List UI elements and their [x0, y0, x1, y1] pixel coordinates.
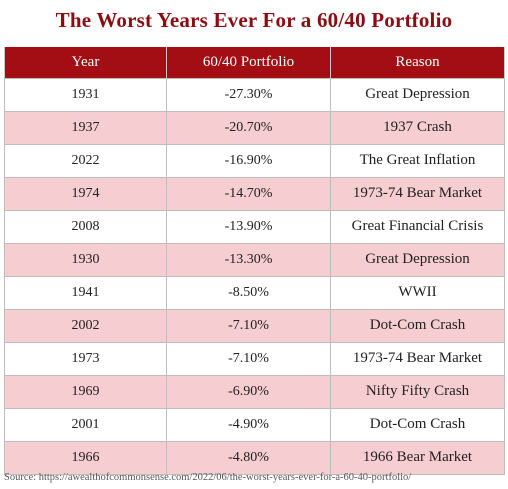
reason-cell: Dot-Com Crash	[330, 308, 505, 343]
reason-cell: WWII	[330, 275, 505, 310]
reason-cell: Nifty Fifty Crash	[330, 374, 505, 409]
return-cell: -16.90%	[166, 143, 331, 178]
reason-cell: 1966 Bear Market	[330, 440, 505, 475]
table-row: 1931 -27.30% Great Depression	[4, 77, 505, 112]
return-cell: -27.30%	[166, 77, 331, 112]
return-cell: -13.30%	[166, 242, 331, 277]
return-cell: -6.90%	[166, 374, 331, 409]
year-cell: 1931	[4, 77, 167, 112]
table-row: 1974 -14.70% 1973-74 Bear Market	[4, 176, 505, 211]
source-citation: Source: https://awealthofcommonsense.com…	[4, 472, 412, 483]
return-cell: -4.90%	[166, 407, 331, 442]
year-cell: 2022	[4, 143, 167, 178]
table-header-row: Year 60/40 Portfolio Reason	[4, 47, 505, 78]
reason-cell: Great Financial Crisis	[330, 209, 505, 244]
reason-cell: 1937 Crash	[330, 110, 505, 145]
return-cell: -7.10%	[166, 308, 331, 343]
year-cell: 1966	[4, 440, 167, 475]
header-year: Year	[4, 47, 167, 78]
return-cell: -14.70%	[166, 176, 331, 211]
page-title: The Worst Years Ever For a 60/40 Portfol…	[55, 8, 453, 32]
worst-years-table: Year 60/40 Portfolio Reason 1931 -27.30%…	[4, 47, 505, 475]
reason-cell: 1973-74 Bear Market	[330, 176, 505, 211]
return-cell: -20.70%	[166, 110, 331, 145]
reason-cell: 1973-74 Bear Market	[330, 341, 505, 376]
year-cell: 1974	[4, 176, 167, 211]
table-row: 1969 -6.90% Nifty Fifty Crash	[4, 374, 505, 409]
return-cell: -4.80%	[166, 440, 331, 475]
table-row: 2002 -7.10% Dot-Com Crash	[4, 308, 505, 343]
year-cell: 2008	[4, 209, 167, 244]
return-cell: -8.50%	[166, 275, 331, 310]
year-cell: 1930	[4, 242, 167, 277]
table-row: 1966 -4.80% 1966 Bear Market	[4, 440, 505, 475]
table-row: 1973 -7.10% 1973-74 Bear Market	[4, 341, 505, 376]
year-cell: 1941	[4, 275, 167, 310]
reason-cell: Dot-Com Crash	[330, 407, 505, 442]
reason-cell: The Great Inflation	[330, 143, 505, 178]
return-cell: -7.10%	[166, 341, 331, 376]
year-cell: 2001	[4, 407, 167, 442]
header-reason: Reason	[330, 47, 505, 78]
year-cell: 1937	[4, 110, 167, 145]
table-row: 2001 -4.90% Dot-Com Crash	[4, 407, 505, 442]
return-cell: -13.90%	[166, 209, 331, 244]
year-cell: 1973	[4, 341, 167, 376]
table-row: 1941 -8.50% WWII	[4, 275, 505, 310]
reason-cell: Great Depression	[330, 242, 505, 277]
year-cell: 2002	[4, 308, 167, 343]
table-row: 2008 -13.90% Great Financial Crisis	[4, 209, 505, 244]
year-cell: 1969	[4, 374, 167, 409]
table-row: 2022 -16.90% The Great Inflation	[4, 143, 505, 178]
reason-cell: Great Depression	[330, 77, 505, 112]
table-row: 1937 -20.70% 1937 Crash	[4, 110, 505, 145]
header-portfolio: 60/40 Portfolio	[166, 47, 331, 78]
table-row: 1930 -13.30% Great Depression	[4, 242, 505, 277]
